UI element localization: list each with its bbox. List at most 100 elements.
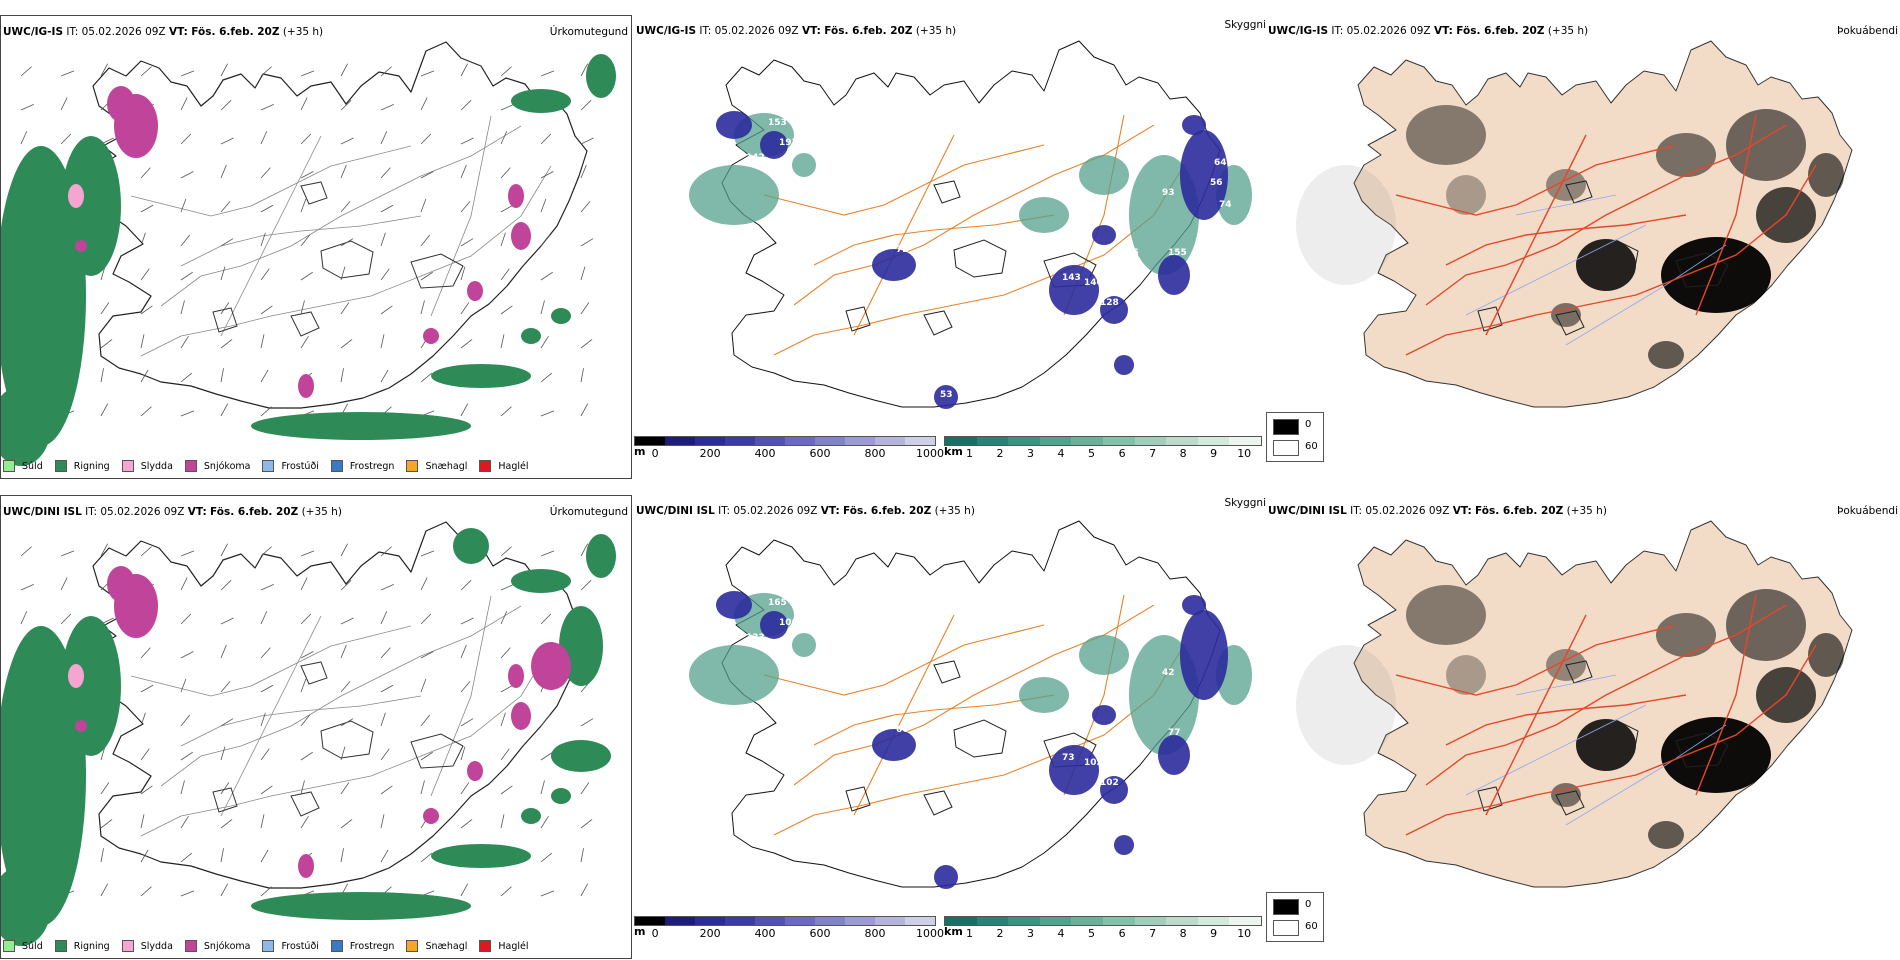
road-line (130, 145, 412, 217)
wind-barb (340, 782, 350, 795)
field-area (1576, 239, 1636, 291)
wind-barb (100, 266, 106, 281)
wind-barb (540, 372, 553, 383)
wind-barb (580, 339, 593, 349)
legend-label: Slydda (140, 460, 173, 472)
wind-barb (220, 164, 227, 179)
field-area (1296, 165, 1396, 285)
visibility-value-label: 64 (1214, 158, 1227, 168)
road-line (1485, 614, 1587, 816)
glacier-outline (300, 661, 328, 685)
field-area (1, 866, 51, 946)
field-area (1576, 719, 1636, 771)
glacier-outline (953, 719, 1007, 758)
wind-barb (460, 266, 466, 281)
legend-swatch (479, 460, 492, 472)
precip-map-top (1, 41, 616, 466)
wind-barb (340, 746, 346, 761)
panel-header: UWC/DINI ISL IT: 05.02.2026 09Z VT: Fös.… (3, 506, 342, 518)
colorbar-segment (755, 437, 785, 445)
colorbar-tick-label: 2 (996, 927, 1004, 940)
field-area (511, 702, 531, 730)
wind-barb (220, 681, 231, 693)
field-area (1446, 175, 1486, 215)
wind-barb (580, 201, 591, 213)
glacier-outline (300, 181, 328, 205)
wind-barb (180, 714, 191, 727)
wind-barb (180, 751, 193, 761)
wind-barb (380, 546, 392, 557)
field-area (1182, 595, 1206, 615)
wind-barb (540, 271, 553, 281)
precip-legend: Súld Rigning Slydda Snjókoma Frostúði Frostre… (3, 460, 541, 472)
wind-barb (220, 617, 234, 625)
colorbar-segment (1229, 917, 1261, 925)
colorbar-tick-label: 0 (651, 447, 659, 460)
panel-title: Skyggni (1224, 497, 1267, 509)
wind-barb (380, 814, 385, 829)
wind-barb (260, 785, 273, 795)
wind-barb (260, 814, 265, 829)
field-area (1648, 341, 1684, 369)
wind-barb (580, 718, 594, 727)
visibility-value-label: 142 (746, 153, 765, 163)
wind-barb (140, 712, 146, 727)
legend-item: Haglél (479, 460, 529, 472)
wind-barb (180, 550, 195, 557)
road-line (180, 695, 422, 747)
river-line (1465, 704, 1647, 796)
wind-barb (260, 369, 269, 383)
wind-barb (500, 104, 514, 111)
road-line (763, 144, 1045, 216)
wind-barb (180, 678, 187, 693)
wind-barb (340, 339, 353, 349)
wind-barb (260, 406, 272, 417)
wind-barb (300, 70, 315, 77)
field-area (1100, 296, 1128, 324)
panel-header: UWC/DINI ISL IT: 05.02.2026 09Z VT: Fös.… (1268, 505, 1607, 517)
visibility-value-label: 42 (1162, 668, 1175, 678)
colorbar-segment (1071, 437, 1103, 445)
wind-barb (140, 886, 152, 897)
road-line (1395, 144, 1677, 216)
wind-barb (180, 815, 189, 829)
wind-barb (500, 268, 510, 281)
road-line (1445, 214, 1687, 266)
wind-barb (580, 266, 586, 281)
wind-barb (220, 543, 229, 557)
wind-barb (220, 100, 232, 111)
river-line (1515, 194, 1617, 216)
visibility-value-label: 74 (1219, 200, 1232, 210)
glacier-outline (1477, 306, 1503, 332)
colorbar-tick-label: 5 (1088, 927, 1096, 940)
wind-barb (260, 305, 273, 315)
visibility-value-label: 106 (779, 618, 798, 628)
colorbar-segment (1008, 917, 1040, 925)
field-area (586, 54, 616, 98)
visibility-value-label: 170 (732, 86, 751, 96)
glacier-outline (320, 240, 374, 279)
visibility-value-label: 102 (1100, 778, 1119, 788)
colorbar-tick-label: 10 (1237, 927, 1252, 940)
colorbar-tick-label: 0 (651, 927, 659, 940)
wind-barb (220, 403, 229, 417)
glacier-outline (923, 790, 953, 816)
colorbar-segment (695, 917, 725, 925)
wind-barb (540, 550, 555, 557)
wind-barb (140, 66, 152, 77)
wind-barb (460, 100, 472, 111)
wind-barb (220, 266, 226, 281)
wind-barb (540, 70, 555, 77)
colorbar-tick-label: 800 (864, 447, 886, 460)
panel-precip-bottom: UWC/DINI ISL IT: 05.02.2026 09Z VT: Fös.… (0, 495, 632, 959)
legend-item: Snæhagl (406, 940, 467, 952)
wind-barb (380, 131, 388, 145)
visibility-value-label: 155 (1168, 248, 1187, 258)
legend-swatch (184, 940, 197, 952)
wind-barb (580, 848, 584, 863)
field-area (1079, 155, 1129, 195)
wind-barb (540, 852, 553, 863)
wind-barb (500, 334, 505, 349)
colorbar-tick-label: 3 (1026, 927, 1034, 940)
colorbar-segment (725, 437, 755, 445)
